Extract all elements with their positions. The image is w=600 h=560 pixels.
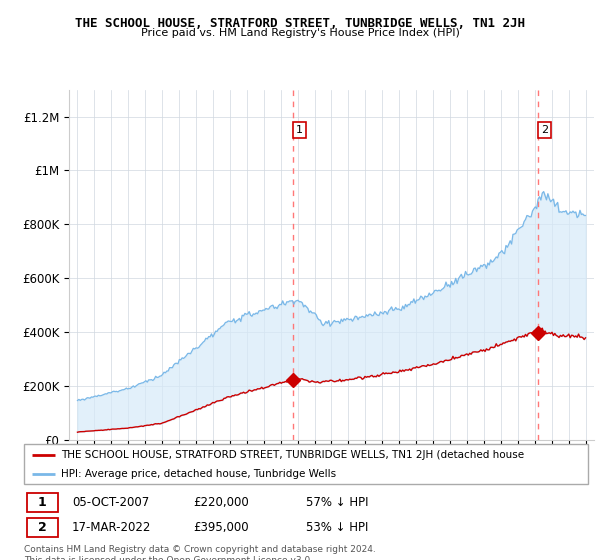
Text: HPI: Average price, detached house, Tunbridge Wells: HPI: Average price, detached house, Tunb…: [61, 469, 336, 478]
Text: THE SCHOOL HOUSE, STRATFORD STREET, TUNBRIDGE WELLS, TN1 2JH (detached house: THE SCHOOL HOUSE, STRATFORD STREET, TUNB…: [61, 450, 524, 460]
Text: 2: 2: [541, 125, 548, 135]
Bar: [27, 518, 58, 537]
Text: 53% ↓ HPI: 53% ↓ HPI: [306, 521, 368, 534]
Text: Price paid vs. HM Land Registry's House Price Index (HPI): Price paid vs. HM Land Registry's House …: [140, 28, 460, 38]
Text: £220,000: £220,000: [193, 496, 249, 509]
Text: 1: 1: [296, 125, 303, 135]
Text: Contains HM Land Registry data © Crown copyright and database right 2024.
This d: Contains HM Land Registry data © Crown c…: [24, 545, 376, 560]
Text: 1: 1: [38, 496, 47, 509]
Bar: [27, 493, 58, 512]
Text: THE SCHOOL HOUSE, STRATFORD STREET, TUNBRIDGE WELLS, TN1 2JH: THE SCHOOL HOUSE, STRATFORD STREET, TUNB…: [75, 17, 525, 30]
Text: 17-MAR-2022: 17-MAR-2022: [72, 521, 151, 534]
Text: £395,000: £395,000: [193, 521, 249, 534]
Text: 2: 2: [38, 521, 47, 534]
Text: 05-OCT-2007: 05-OCT-2007: [72, 496, 149, 509]
Text: 57% ↓ HPI: 57% ↓ HPI: [306, 496, 368, 509]
